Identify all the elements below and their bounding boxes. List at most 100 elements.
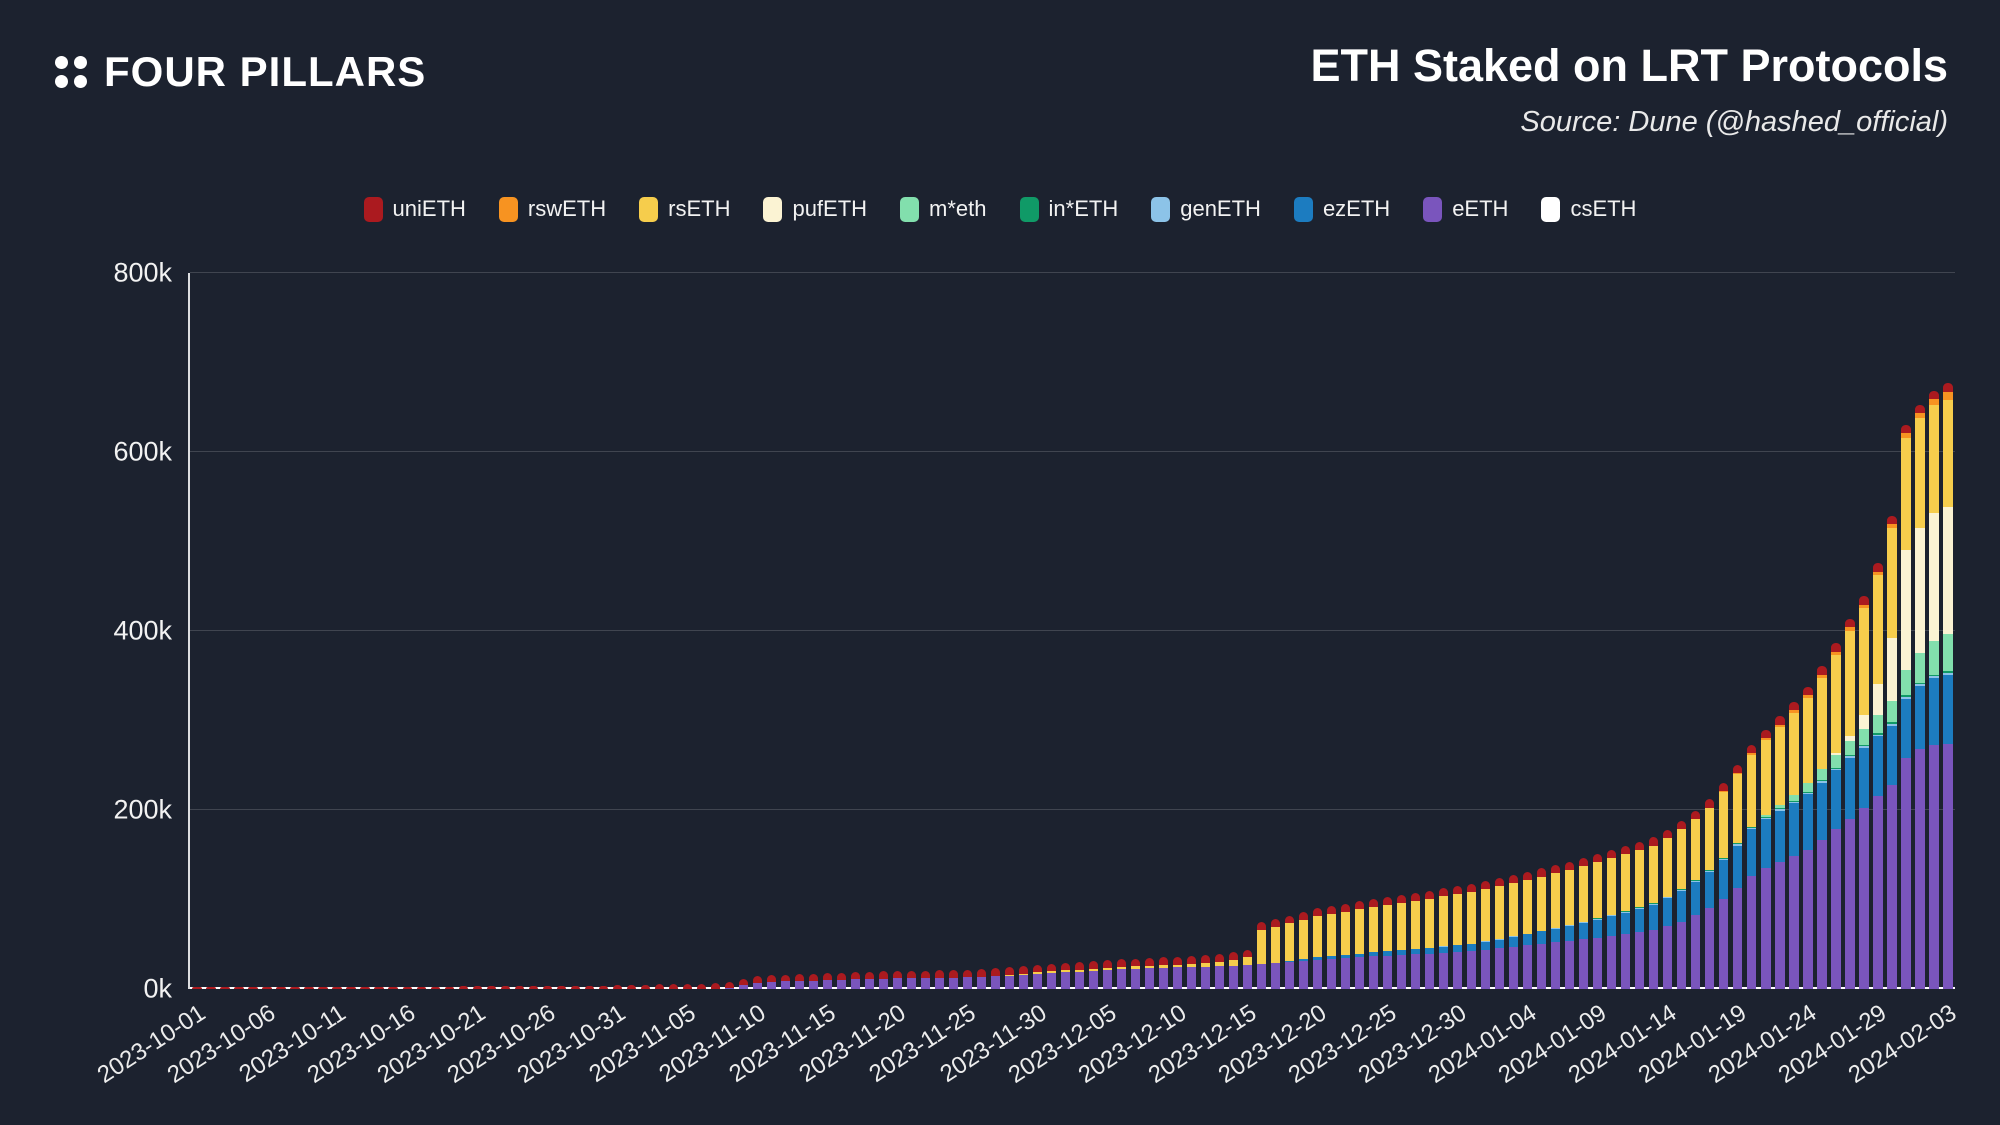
legend-label: in*ETH	[1048, 196, 1119, 221]
bar	[206, 987, 216, 989]
bar-segment-in*ETH	[1607, 914, 1617, 916]
bar-segment-m*eth	[1887, 700, 1897, 723]
bar-segment-uniETH	[906, 970, 917, 979]
legend-item-rsETH[interactable]: rsETH	[639, 196, 730, 222]
bar-segment-uniETH	[612, 985, 622, 989]
bar-segment-eETH	[1929, 745, 1939, 989]
bar-segment-ezETH	[1495, 939, 1505, 949]
legend-item-m*eth[interactable]: m*eth	[900, 196, 987, 222]
bar-segment-eETH	[794, 980, 804, 989]
bar	[710, 983, 720, 989]
legend-item-ezETH[interactable]: ezETH	[1293, 196, 1390, 222]
bar-segment-uniETH	[1593, 853, 1603, 863]
bar-segment-uniETH	[1355, 901, 1365, 910]
bar-segment-eETH	[990, 976, 1001, 989]
bar-segment-eETH	[1299, 960, 1309, 989]
legend-item-in*ETH[interactable]: in*ETH	[1019, 196, 1119, 222]
bar-segment-rsETH	[1383, 904, 1393, 952]
bar-segment-rsETH	[1887, 527, 1897, 639]
bar-segment-uniETH	[598, 985, 608, 989]
bar-segment-rsETH	[1046, 971, 1057, 973]
bar	[1369, 898, 1379, 989]
bar-segment-uniETH	[1761, 729, 1771, 739]
bar-segment-rsETH	[1943, 399, 1953, 508]
legend-item-pufETH[interactable]: pufETH	[763, 196, 867, 222]
bar	[1172, 956, 1183, 989]
bar-segment-eETH	[1060, 972, 1071, 989]
bar-segment-eETH	[1607, 935, 1617, 989]
bar	[542, 985, 552, 989]
bar-segment-eETH	[1551, 942, 1561, 989]
bar	[1551, 864, 1561, 989]
bar-segment-rswETH	[1761, 738, 1771, 740]
bar	[990, 968, 1001, 989]
bar-segment-rswETH	[1747, 753, 1757, 755]
bar-segment-rsETH	[1775, 726, 1785, 806]
bar	[682, 983, 692, 989]
bar-segment-eETH	[1383, 955, 1393, 989]
bar-segment-genETH	[1663, 897, 1673, 899]
bar-segment-genETH	[1859, 746, 1869, 748]
bar-segment-eETH	[1817, 840, 1827, 989]
bar-segment-uniETH	[1859, 596, 1869, 605]
bar-segment-uniETH	[1369, 898, 1379, 907]
bar-segment-pufETH	[1901, 549, 1911, 671]
bar-segment-genETH	[1761, 817, 1771, 820]
bar-segment-in*ETH	[1691, 880, 1701, 882]
legend-item-rswETH[interactable]: rswETH	[498, 196, 606, 222]
bar	[220, 987, 230, 989]
bar-segment-eETH	[724, 988, 734, 989]
bar-segment-rsETH	[1172, 964, 1183, 968]
legend-item-eETH[interactable]: eETH	[1423, 196, 1508, 222]
bar-segment-uniETH	[444, 986, 454, 989]
bar	[262, 987, 272, 989]
bar-segment-uniETH	[976, 969, 987, 977]
bar-segment-ezETH	[1579, 923, 1589, 940]
bar-segment-in*ETH	[1873, 733, 1883, 735]
bar-segment-pufETH	[1831, 753, 1841, 756]
bar-segment-ezETH	[1915, 686, 1925, 749]
legend-label: m*eth	[929, 196, 987, 221]
bar-segment-eETH	[1845, 818, 1855, 989]
bar	[570, 985, 580, 989]
bar-segment-rsETH	[1565, 869, 1575, 926]
bar-segment-ezETH	[1817, 782, 1827, 841]
bar-segment-rsETH	[1635, 849, 1645, 907]
bar-segment-in*ETH	[1803, 791, 1813, 794]
bar-segment-rsETH	[1313, 916, 1323, 958]
bar-segment-eETH	[808, 980, 818, 989]
bar-segment-in*ETH	[1733, 843, 1743, 845]
bar-segment-ezETH	[1607, 916, 1617, 936]
bar-segment-uniETH	[1467, 883, 1477, 892]
bar-segment-uniETH	[1649, 837, 1659, 846]
bar-segment-rsETH	[1130, 966, 1141, 969]
bar-segment-rsETH	[1144, 965, 1155, 969]
bar-segment-in*ETH	[1663, 896, 1673, 898]
bar-segment-rswETH	[1831, 651, 1841, 655]
bar-segment-uniETH	[1509, 874, 1519, 883]
legend-item-genETH[interactable]: genETH	[1151, 196, 1261, 222]
bar-segment-rswETH	[1845, 627, 1855, 631]
bar-segment-rswETH	[1873, 571, 1883, 576]
bar-segment-uniETH	[346, 986, 356, 989]
bar-segment-uniETH	[1635, 841, 1645, 850]
bar	[1621, 846, 1631, 989]
bar-segment-eETH	[1495, 948, 1505, 989]
bar	[1256, 921, 1267, 989]
bar-segment-uniETH	[1537, 868, 1547, 877]
logo-dot	[55, 75, 68, 88]
bar-segment-uniETH	[1313, 908, 1323, 917]
bar-segment-in*ETH	[1761, 816, 1771, 818]
bar-segment-rsETH	[1677, 829, 1687, 890]
bar-segment-eETH	[1116, 969, 1127, 989]
bar-segment-uniETH	[290, 987, 300, 989]
legend-item-csETH[interactable]: csETH	[1541, 196, 1636, 222]
bar-segment-genETH	[1915, 684, 1925, 687]
bar-segment-ezETH	[1551, 928, 1561, 943]
bar	[1481, 880, 1491, 989]
bar	[1032, 964, 1043, 989]
bar-segment-uniETH	[220, 987, 230, 989]
bar-segment-eETH	[1074, 971, 1085, 989]
bar-segment-uniETH	[1733, 764, 1743, 774]
legend-item-uniETH[interactable]: uniETH	[363, 196, 466, 222]
